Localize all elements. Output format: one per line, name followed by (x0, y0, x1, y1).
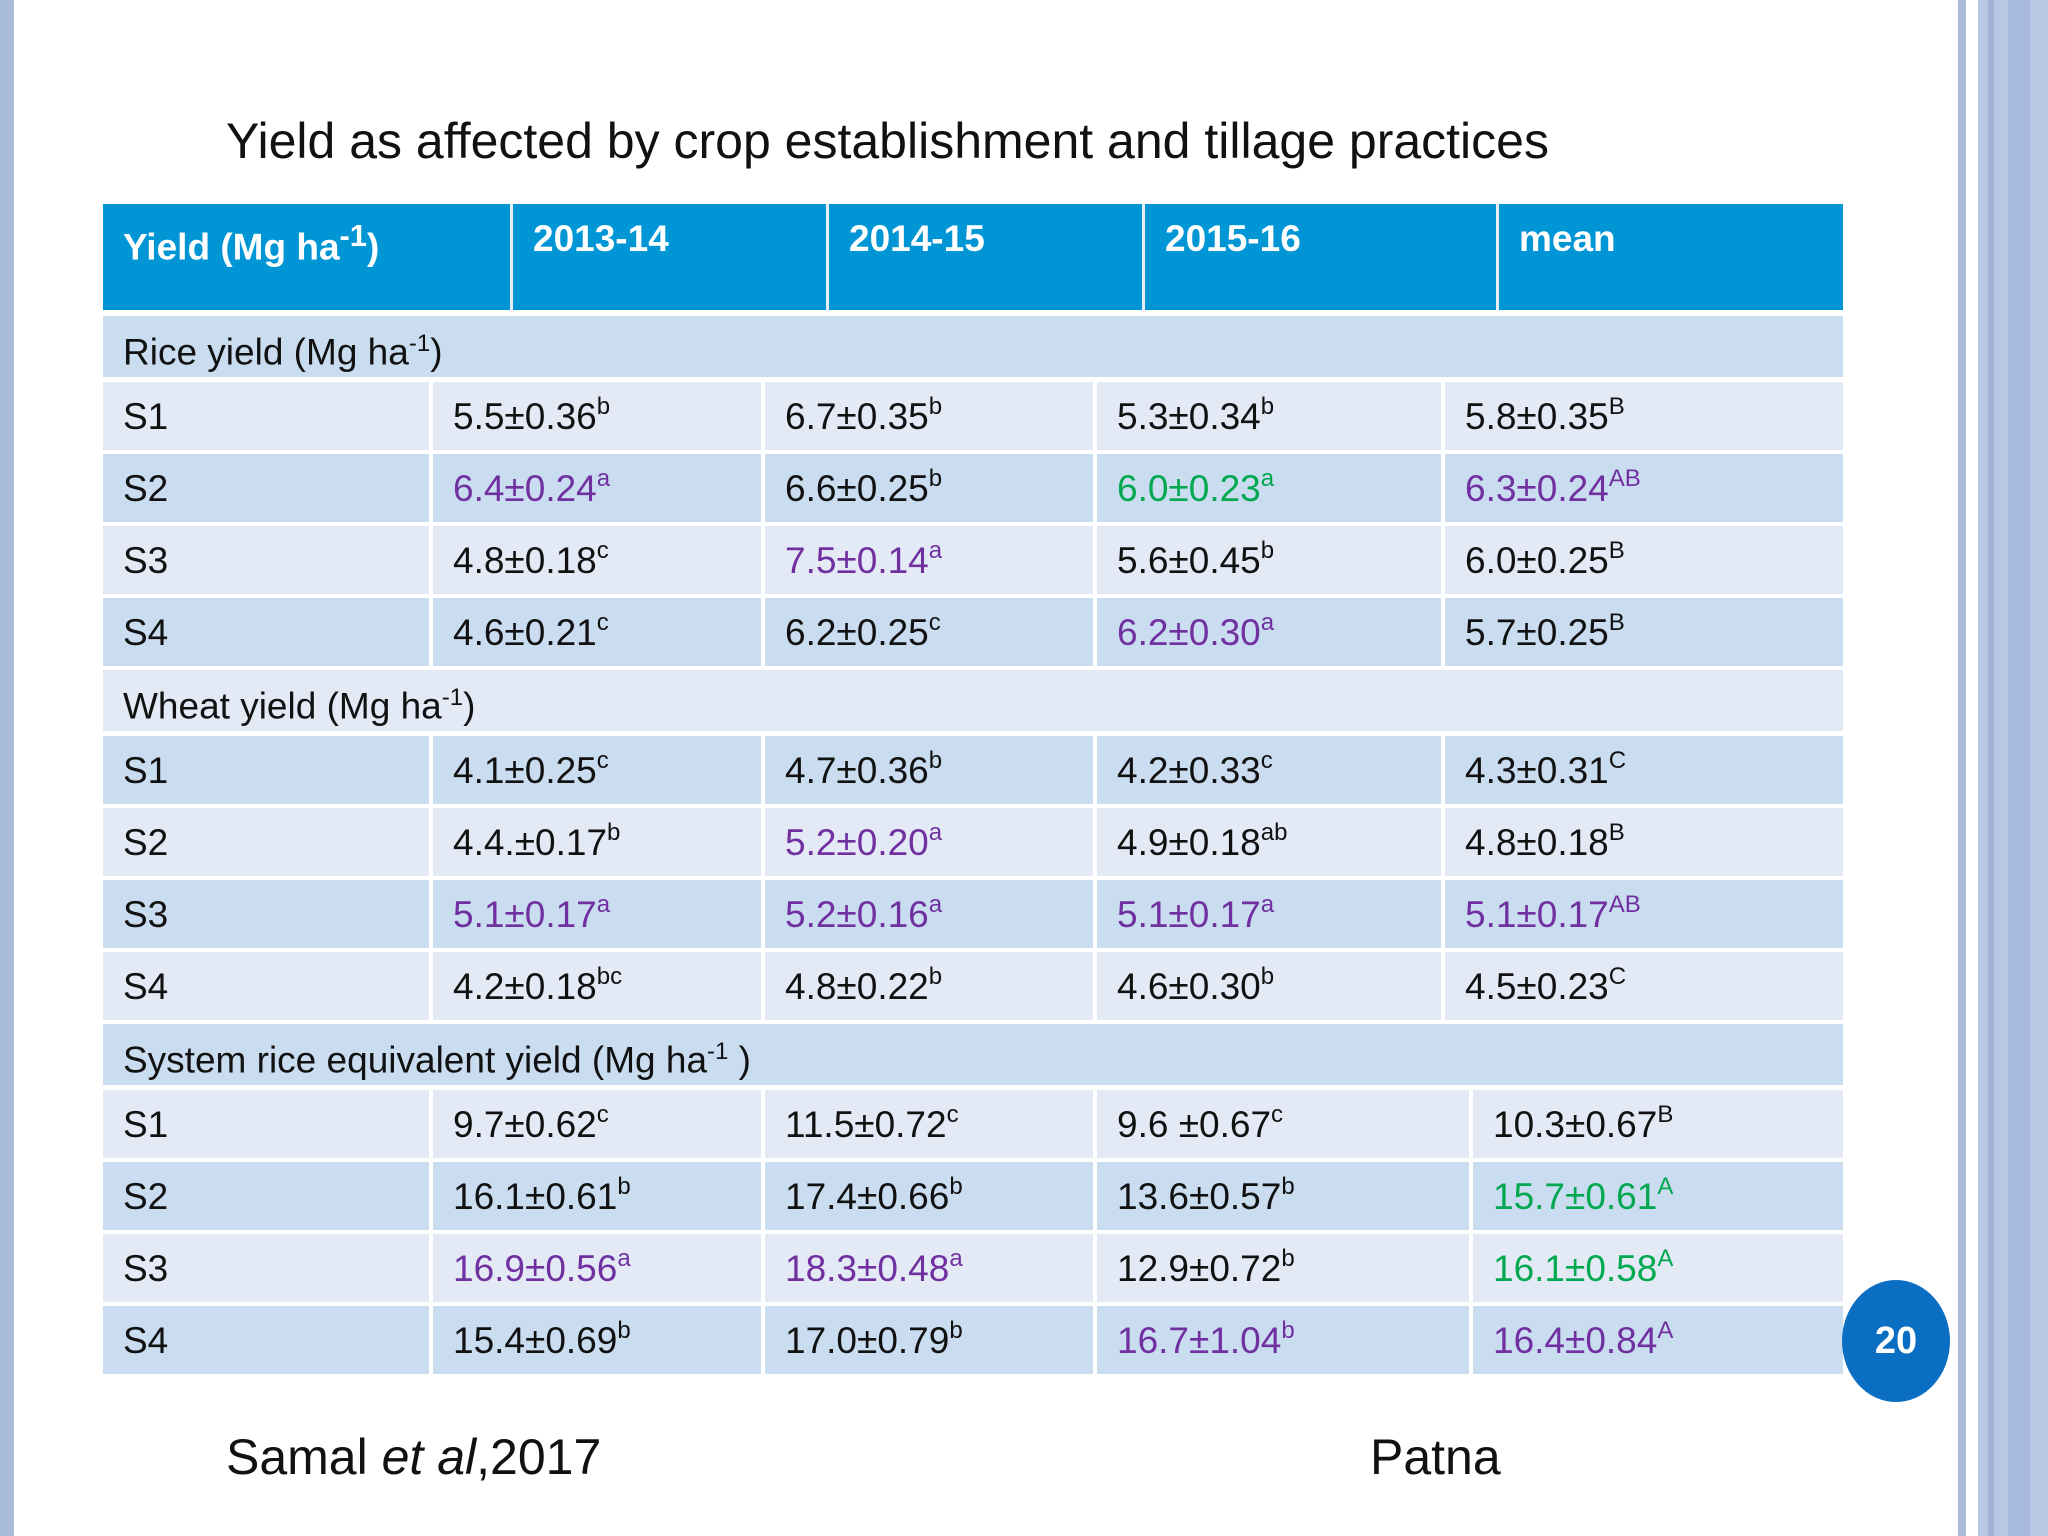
table-cell: 15.7±0.61A (1493, 1172, 1674, 1217)
table-cell: 16.1±0.61b (433, 1162, 765, 1230)
table-cell: 12.9±0.72b (1097, 1234, 1473, 1302)
table-cell: 17.4±0.66b (765, 1162, 1097, 1230)
table-cell: 4.8±0.18B (1465, 818, 1625, 863)
table-cell: 6.2±0.25c (765, 598, 1097, 666)
table-cell: 6.7±0.35b (765, 382, 1097, 450)
treatment-label: S2 (103, 454, 433, 522)
yield-table: Yield (Mg ha-1) 2013-14 2014-15 2015-16 … (103, 204, 1843, 1378)
table-row: S2 16.1±0.61b 17.4±0.66b 13.6±0.57b 15.7±0.6… (103, 1162, 1843, 1234)
table-cell: 4.6±0.30b (1097, 952, 1445, 1020)
table-cell: 4.1±0.25c (433, 736, 765, 804)
treatment-label: S4 (103, 598, 433, 666)
table-cell: 16.9±0.56a (433, 1234, 765, 1302)
table-cell: 6.0±0.25B (1465, 536, 1625, 581)
slide-frame-right-line (1958, 0, 1966, 1536)
table-row: S3 16.9±0.56a 18.3±0.48a 12.9±0.72b 16.1±0.5… (103, 1234, 1843, 1306)
treatment-label: S1 (103, 736, 433, 804)
treatment-label: S3 (103, 526, 433, 594)
table-row: S4 4.6±0.21c 6.2±0.25c 6.2±0.30a 5.7±0.25B (103, 598, 1843, 670)
table-cell: 4.8±0.18c (433, 526, 765, 594)
section-label: Rice yield (Mg ha-1) (103, 316, 1843, 382)
section-label: Wheat yield (Mg ha-1) (103, 670, 1843, 736)
table-cell: 5.1±0.17AB (1465, 890, 1641, 935)
table-cell: 18.3±0.48a (765, 1234, 1097, 1302)
table-cell: 4.5±0.23C (1465, 962, 1627, 1007)
table-cell: 4.2±0.18bc (433, 952, 765, 1020)
table-cell: 5.5±0.36b (433, 382, 765, 450)
table-row: S3 4.8±0.18c 7.5±0.14a 5.6±0.45b 6.0±0.25B (103, 526, 1843, 598)
table-cell: 5.6±0.45b (1097, 526, 1445, 594)
header-2015-16: 2015-16 (1145, 204, 1499, 310)
table-row: S2 6.4±0.24a 6.6±0.25b 6.0±0.23a 6.3±0.24AB (103, 454, 1843, 526)
section-label: System rice equivalent yield (Mg ha-1 ) (103, 1024, 1843, 1090)
header-mean: mean (1519, 218, 1616, 259)
table-row: S1 5.5±0.36b 6.7±0.35b 5.3±0.34b 5.8±0.35B (103, 382, 1843, 454)
header-yield: Yield (Mg ha-1) (103, 204, 513, 310)
table-cell: 5.2±0.20a (765, 808, 1097, 876)
table-cell: 15.4±0.69b (433, 1306, 765, 1374)
table-row: S1 4.1±0.25c 4.7±0.36b 4.2±0.33c 4.3±0.31C (103, 736, 1843, 808)
table-cell: 16.4±0.84A (1493, 1316, 1674, 1361)
table-cell: 4.4.±0.17b (433, 808, 765, 876)
table-row: S3 5.1±0.17a 5.2±0.16a 5.1±0.17a 5.1±0.17AB (103, 880, 1843, 952)
location-label: Patna (1370, 1429, 1501, 1485)
table-cell: 11.5±0.72c (765, 1090, 1097, 1158)
table-header-row: Yield (Mg ha-1) 2013-14 2014-15 2015-16 … (103, 204, 1843, 310)
treatment-label: S1 (103, 382, 433, 450)
table-row: S4 4.2±0.18bc 4.8±0.22b 4.6±0.30b 4.5±0.23C (103, 952, 1843, 1024)
table-cell: 6.4±0.24a (433, 454, 765, 522)
page-number-badge: 20 (1842, 1280, 1950, 1402)
table-cell: 10.3±0.67B (1493, 1100, 1674, 1145)
table-cell: 16.7±1.04b (1097, 1306, 1473, 1374)
header-2014-15: 2014-15 (829, 204, 1145, 310)
table-cell: 5.3±0.34b (1097, 382, 1445, 450)
slide-title: Yield as affected by crop establishment … (226, 113, 1549, 169)
table-cell: 6.2±0.30a (1097, 598, 1445, 666)
table-cell: 7.5±0.14a (765, 526, 1097, 594)
table-row: S4 15.4±0.69b 17.0±0.79b 16.7±1.04b 16.4±0.8… (103, 1306, 1843, 1378)
table-cell: 4.7±0.36b (765, 736, 1097, 804)
treatment-label: S3 (103, 1234, 433, 1302)
treatment-label: S2 (103, 1162, 433, 1230)
table-cell: 5.1±0.17a (1097, 880, 1445, 948)
citation: Samal et al,2017 (226, 1429, 602, 1485)
table-cell: 5.8±0.35B (1465, 392, 1625, 437)
table-cell: 13.6±0.57b (1097, 1162, 1473, 1230)
treatment-label: S4 (103, 1306, 433, 1374)
table-cell: 16.1±0.58A (1493, 1244, 1674, 1289)
table-cell: 17.0±0.79b (765, 1306, 1097, 1374)
table-cell: 9.6 ±0.67c (1097, 1090, 1473, 1158)
slide-frame-left (0, 0, 14, 1536)
treatment-label: S3 (103, 880, 433, 948)
table-cell: 4.6±0.21c (433, 598, 765, 666)
slide-frame-right-band (1978, 0, 2048, 1536)
table-cell: 4.2±0.33c (1097, 736, 1445, 804)
table-cell: 4.9±0.18ab (1097, 808, 1445, 876)
table-cell: 6.3±0.24AB (1465, 464, 1641, 509)
table-cell: 4.3±0.31C (1465, 746, 1627, 791)
table-cell: 5.2±0.16a (765, 880, 1097, 948)
header-2013-14: 2013-14 (513, 204, 829, 310)
table-row: S1 9.7±0.62c 11.5±0.72c 9.6 ±0.67c 10.3±0.67… (103, 1090, 1843, 1162)
table-body: Rice yield (Mg ha-1) S1 5.5±0.36b 6.7±0.35b… (103, 316, 1843, 1378)
treatment-label: S4 (103, 952, 433, 1020)
treatment-label: S1 (103, 1090, 433, 1158)
table-cell: 5.1±0.17a (433, 880, 765, 948)
table-cell: 6.0±0.23a (1097, 454, 1445, 522)
table-cell: 9.7±0.62c (433, 1090, 765, 1158)
table-cell: 5.7±0.25B (1465, 608, 1625, 653)
table-row: S2 4.4.±0.17b 5.2±0.20a 4.9±0.18ab 4.8±0.18B (103, 808, 1843, 880)
table-cell: 6.6±0.25b (765, 454, 1097, 522)
table-cell: 4.8±0.22b (765, 952, 1097, 1020)
treatment-label: S2 (103, 808, 433, 876)
